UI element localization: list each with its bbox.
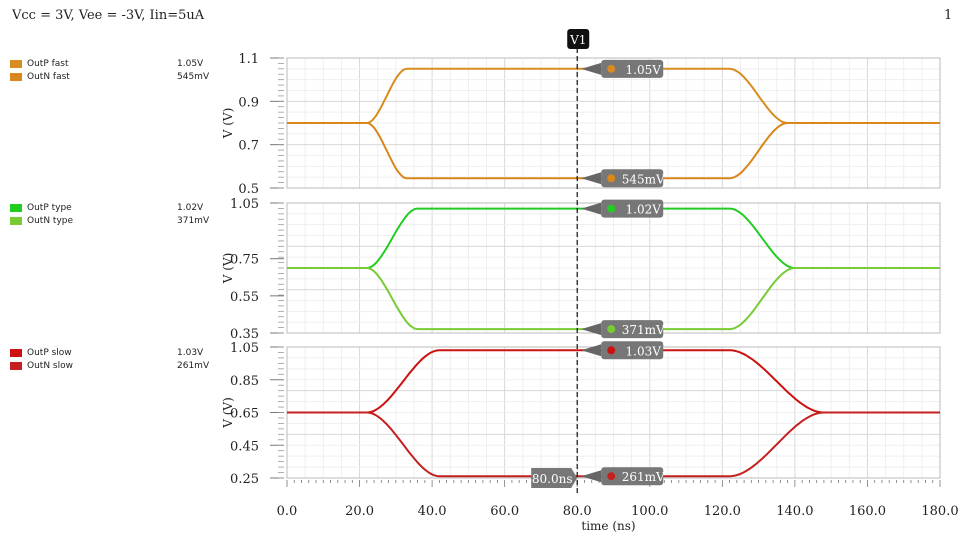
- legend-series-value: 1.05V: [177, 59, 204, 69]
- cursor-x-readout-bg: [531, 468, 578, 488]
- legend-swatch: [10, 217, 22, 225]
- x-tick-label: 140.0: [776, 504, 813, 519]
- marker-value-outp-fast: 1.05V: [626, 63, 662, 77]
- y-tick-label: 0.9: [238, 95, 259, 110]
- x-tick-label: 0.0: [277, 504, 298, 519]
- marker-dot-outn-slow: [607, 472, 616, 481]
- y-tick-label: 1.1: [238, 52, 259, 67]
- y-tick-label: 0.35: [230, 327, 259, 342]
- marker-value-outn-slow: 261mV: [622, 470, 665, 484]
- page-title: Vcc = 3V, Vee = -3V, Iin=5uA: [12, 8, 205, 23]
- y-axis-label: V (V): [221, 108, 235, 140]
- marker-pointer-outp-fast: [581, 62, 602, 75]
- legend-series-value: 1.03V: [177, 348, 204, 358]
- marker-box-outn-slow: [601, 467, 664, 486]
- x-tick-label: 120.0: [704, 504, 741, 519]
- cursor-label: V1: [569, 33, 586, 47]
- y-tick-label: 0.7: [238, 139, 259, 154]
- y-tick-label: 1.05: [230, 197, 259, 212]
- legend-series-value: 261mV: [177, 361, 210, 371]
- marker-pointer-outn-slow: [581, 470, 602, 483]
- x-tick-label: 100.0: [631, 504, 668, 519]
- x-axis-label: time (ns): [581, 519, 635, 533]
- marker-value-outp-slow: 1.03V: [626, 344, 662, 358]
- marker-box-outn-fast: [601, 169, 664, 188]
- marker-value-outn-type: 371mV: [622, 323, 665, 337]
- marker-pointer-outn-type: [581, 323, 602, 336]
- marker-value-outn-fast: 545mV: [622, 172, 665, 186]
- y-tick-label: 1.05: [230, 341, 259, 356]
- x-tick-label: 60.0: [490, 504, 519, 519]
- marker-dot-outp-slow: [607, 346, 616, 355]
- x-tick-label: 40.0: [418, 504, 447, 519]
- legend-series-value: 1.02V: [177, 203, 204, 213]
- legend-series-name: OutN type: [27, 216, 74, 226]
- legend-series-name: OutP type: [27, 203, 72, 213]
- legend-swatch: [10, 60, 22, 68]
- legend-series-name: OutN slow: [27, 361, 73, 371]
- marker-value-outp-type: 1.02V: [626, 203, 662, 217]
- y-tick-label: 0.75: [230, 253, 259, 268]
- marker-box-outn-type: [601, 320, 664, 339]
- cursor-tag: [567, 29, 590, 49]
- y-tick-label: 0.55: [230, 290, 259, 305]
- y-axis-label: V (V): [221, 253, 235, 285]
- marker-box-outp-fast: [601, 59, 664, 78]
- legend-series-value: 545mV: [177, 72, 210, 82]
- legend-item-outp-type[interactable]: OutP type 1.02V: [10, 203, 210, 214]
- y-tick-label: 0.65: [230, 407, 259, 422]
- marker-dot-outp-fast: [607, 64, 616, 73]
- legend-series-value: 371mV: [177, 216, 210, 226]
- marker-dot-outn-type: [607, 325, 616, 334]
- marker-pointer-outp-slow: [581, 344, 602, 357]
- y-tick-label: 0.5: [238, 182, 259, 197]
- legend-series-name: OutP slow: [27, 348, 72, 358]
- marker-pointer-outp-type: [581, 202, 602, 215]
- marker-box-outp-type: [601, 199, 664, 218]
- y-tick-label: 0.85: [230, 374, 259, 389]
- legend-swatch: [10, 349, 22, 357]
- y-tick-label: 0.45: [230, 439, 259, 454]
- x-tick-label: 160.0: [849, 504, 886, 519]
- legend-series-name: OutN fast: [27, 72, 70, 82]
- legend-item-outn-type[interactable]: OutN type 371mV: [10, 216, 210, 227]
- x-tick-label: 180.0: [921, 504, 958, 519]
- cursor-x-readout: 80.0ns: [532, 472, 573, 486]
- legend-item-outn-slow[interactable]: OutN slow 261mV: [10, 361, 210, 372]
- chart-panel-3: 0.25 0.45 0.65 0.85 1.05 V (V): [221, 341, 941, 487]
- marker-dot-outn-fast: [607, 174, 616, 183]
- x-tick-label: 20.0: [345, 504, 374, 519]
- legend-item-outn-fast[interactable]: OutN fast 545mV: [10, 72, 210, 83]
- legend-swatch: [10, 73, 22, 81]
- legend-item-outp-fast[interactable]: OutP fast 1.05V: [10, 59, 210, 70]
- chart-panel-2: 0.35 0.55 0.75 1.05 V (V): [221, 197, 941, 342]
- marker-dot-outp-type: [607, 204, 616, 213]
- marker-box-outp-slow: [601, 341, 664, 360]
- chart-panel-1: 0.5 0.7 0.9 1.1 V (V): [221, 52, 941, 197]
- y-axis-label: V (V): [221, 397, 235, 429]
- legend-item-outp-slow[interactable]: OutP slow 1.03V: [10, 348, 210, 359]
- legend-swatch: [10, 204, 22, 212]
- legend-swatch: [10, 362, 22, 370]
- marker-pointer-outn-fast: [581, 172, 602, 185]
- x-tick-label: 80.0: [563, 504, 592, 519]
- page-number: 1: [944, 8, 953, 23]
- legend-series-name: OutP fast: [27, 59, 69, 69]
- y-tick-label: 0.25: [230, 472, 259, 487]
